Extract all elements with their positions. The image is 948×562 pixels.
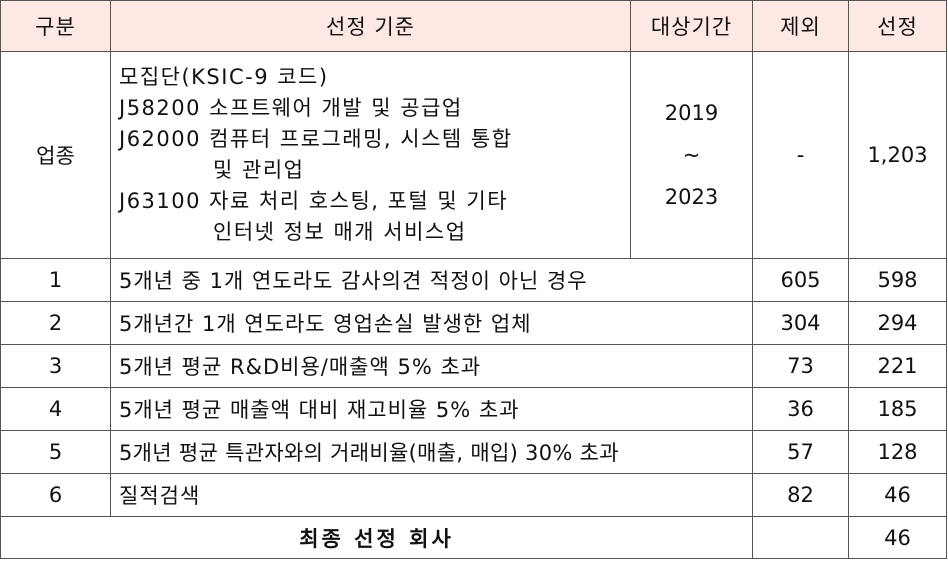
row-criteria: 5개년 평균 R&D비용/매출액 5% 초과 — [110, 344, 753, 388]
population-line: 모집단(KSIC-9 코드) — [119, 65, 329, 89]
row-selected: 128 — [848, 430, 947, 474]
row-selected: 221 — [848, 344, 947, 388]
row-criteria: 5개년 중 1개 연도라도 감사의견 적정이 아닌 경우 — [110, 258, 753, 302]
row-number: 3 — [0, 344, 111, 388]
industry-selected: 1,203 — [848, 51, 947, 259]
row-excluded: 304 — [752, 301, 849, 345]
row-excluded: 73 — [752, 344, 849, 388]
row-number: 2 — [0, 301, 111, 345]
table-row: 3 5개년 평균 R&D비용/매출액 5% 초과 73 221 — [0, 344, 947, 388]
header-category: 구분 — [0, 0, 111, 52]
row-number: 1 — [0, 258, 111, 302]
row-selected: 598 — [848, 258, 947, 302]
final-excluded — [752, 516, 849, 559]
header-excluded: 제외 — [752, 0, 849, 52]
ksic-j63100-continuation: 인터넷 정보 매개 서비스업 — [213, 220, 467, 244]
table-row: 6 질적검색 82 46 — [0, 473, 947, 517]
ksic-j58200-line: J58200 소프트웨어 개발 및 공급업 — [119, 96, 463, 120]
row-number: 6 — [0, 473, 111, 517]
industry-label: 업종 — [0, 51, 111, 259]
industry-period: 2019 ~ 2023 — [630, 51, 753, 259]
industry-criteria: 모집단(KSIC-9 코드) J58200 소프트웨어 개발 및 공급업 J62… — [110, 51, 631, 259]
period-separator: ~ — [682, 143, 701, 167]
row-selected: 185 — [848, 387, 947, 431]
final-selected: 46 — [848, 516, 947, 559]
period-start: 2019 — [664, 101, 719, 125]
header-selected: 선정 — [848, 0, 947, 52]
ksic-j62000-continuation: 및 관리업 — [213, 158, 305, 182]
header-period: 대상기간 — [630, 0, 753, 52]
row-criteria: 5개년간 1개 연도라도 영업손실 발생한 업체 — [110, 301, 753, 345]
header-criteria: 선정 기준 — [110, 0, 631, 52]
ksic-j62000-line: J62000 컴퓨터 프로그래밍, 시스템 통합 — [119, 127, 513, 151]
industry-criteria-lines: 모집단(KSIC-9 코드) J58200 소프트웨어 개발 및 공급업 J62… — [111, 58, 630, 252]
table-row: 2 5개년간 1개 연도라도 영업손실 발생한 업체 304 294 — [0, 301, 947, 345]
row-excluded: 82 — [752, 473, 849, 517]
row-selected: 294 — [848, 301, 947, 345]
row-criteria: 5개년 평균 매출액 대비 재고비율 5% 초과 — [110, 387, 753, 431]
row-number: 5 — [0, 430, 111, 474]
row-excluded: 57 — [752, 430, 849, 474]
industry-row: 업종 모집단(KSIC-9 코드) J58200 소프트웨어 개발 및 공급업 … — [0, 51, 947, 259]
final-label: 최종 선정 회사 — [0, 516, 753, 559]
row-criteria: 질적검색 — [110, 473, 753, 517]
ksic-j63100-line: J63100 자료 처리 호스팅, 포털 및 기타 — [119, 189, 509, 213]
industry-excluded: - — [752, 51, 849, 259]
row-number: 4 — [0, 387, 111, 431]
header-row: 구분 선정 기준 대상기간 제외 선정 — [0, 0, 947, 52]
row-excluded: 605 — [752, 258, 849, 302]
table-row: 4 5개년 평균 매출액 대비 재고비율 5% 초과 36 185 — [0, 387, 947, 431]
row-selected: 46 — [848, 473, 947, 517]
row-excluded: 36 — [752, 387, 849, 431]
period-end: 2023 — [664, 185, 719, 209]
table-row: 5 5개년 평균 특관자와의 거래비율(매출, 매입) 30% 초과 57 12… — [0, 430, 947, 474]
final-row: 최종 선정 회사 46 — [0, 516, 947, 559]
table-row: 1 5개년 중 1개 연도라도 감사의견 적정이 아닌 경우 605 598 — [0, 258, 947, 302]
row-criteria: 5개년 평균 특관자와의 거래비율(매출, 매입) 30% 초과 — [110, 430, 753, 474]
